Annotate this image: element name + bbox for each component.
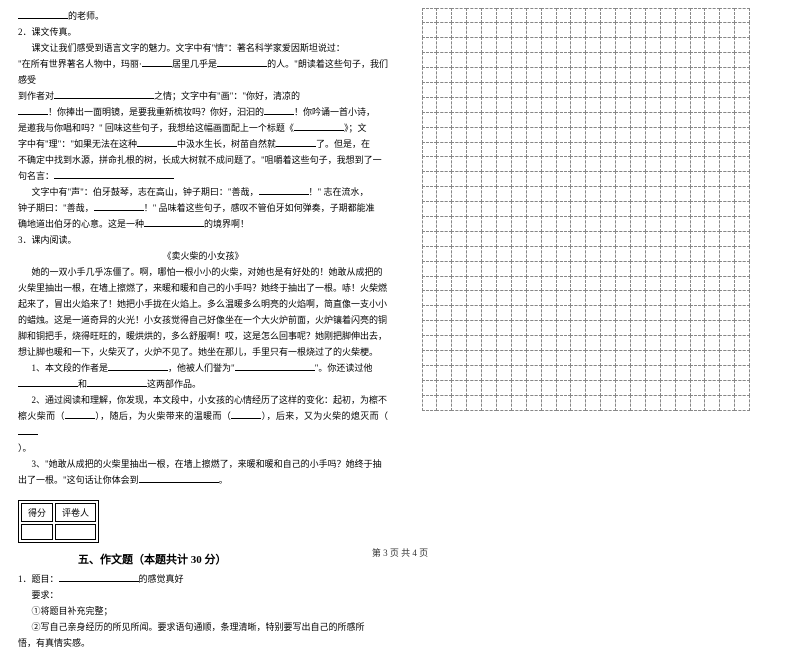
q2-l5: 是邀我与你唱和吗？" 回味这些句子，我想给这幅画面配上一个标题《》；文 xyxy=(18,120,388,136)
right-column xyxy=(400,8,782,545)
q3-p5: 脚和铜把手，烧得旺旺的，暖烘烘的，多么舒服啊！哎，这是怎么回事呢？她刚把脚伸出去… xyxy=(18,328,388,344)
q2-l2: "在所有世界著名人物中，玛丽·居里几乎是的人。"朗读着这些句子，我们感受 xyxy=(18,56,388,88)
q2-l3: 到作者对之情；文字中有"画"："你好，清凉的 xyxy=(18,88,388,104)
q3-q2a: 2、通过阅读和理解，你发现，本文段中，小女孩的心情经历了这样的变化：起初，为檫不 xyxy=(18,392,388,408)
score-table: 得分评卷人 xyxy=(18,500,99,543)
q3-p4: 的蜡烛。这是一道奇异的火光！小女孩觉得自己好像坐在一个大火炉前面，火炉镶着闪亮的… xyxy=(18,312,388,328)
q3-title: 《卖火柴的小女孩》 xyxy=(18,248,388,264)
q3-p1: 她的一双小手几乎冻僵了。啊，哪怕一根小小的火柴，对她也是有好处的！她敢从成把的 xyxy=(18,264,388,280)
p1: 的老师。 xyxy=(18,8,388,24)
q2-l11: 确地道出伯牙的心意。这是一种的境界啊！ xyxy=(18,216,388,232)
left-column: 的老师。 2．课文传真。 课文让我们感受到语言文字的魅力。文字中有"情"：著名科… xyxy=(18,8,400,545)
score-label: 得分 xyxy=(21,503,53,522)
q3-q2e: ）。 xyxy=(18,440,388,456)
q3-q1: 1、本文段的作者是，他被人们誉为""。你还读过他 xyxy=(18,360,388,376)
q2-l7: 不确定中找到水源，拼命扎根的树，长成大树就不成问题了。"咀嚼着这些句子，我想到了… xyxy=(18,152,388,168)
essay-q1: 1．题目：的感觉真好 xyxy=(18,571,388,587)
q3-p2: 火柴里抽出一根，在墙上擦燃了，来暖和暖和自己的小手吗？她终于抽出了一根。哧！火柴… xyxy=(18,280,388,296)
q2-l1: 课文让我们感受到语言文字的魅力。文字中有"情"：著名科学家爱因斯坦说过： xyxy=(18,40,388,56)
essay-r1: ①将题目补充完整； xyxy=(18,603,388,619)
q3-q3a: 3、"她敢从成把的火柴里抽出一根，在墙上擦燃了，来暖和暖和自己的小手吗？她终于抽 xyxy=(18,456,388,472)
q2-l9: 文字中有"声"：伯牙鼓琴，志在高山，钟子期曰："善哉，！" 志在流水， xyxy=(18,184,388,200)
q3-q1b: 和这两部作品。 xyxy=(18,376,388,392)
q2-l6: 字中有"理"："如果无法在这种中汲水生长，树苗自然就了。但是，在 xyxy=(18,136,388,152)
essay-r3: 悟，有真情实感。 xyxy=(18,635,388,651)
q2-l4: ！你捧出一面明镜，是要我重新梳妆吗？你好，汩汩的！你吟诵一首小诗， xyxy=(18,104,388,120)
essay-r2: ②写自己亲身经历的所见所闻。要求语句通顺，条理清晰，特别要写出自己的所感所 xyxy=(18,619,388,635)
q3-label: 3．课内阅读。 xyxy=(18,232,388,248)
essay-req: 要求： xyxy=(18,587,388,603)
page-footer: 第 3 页 共 4 页 xyxy=(0,546,800,559)
q2-l10: 钟子期曰："善哉，！" 品味着这些句子，感叹不管伯牙如何弹奏，子期都能准 xyxy=(18,200,388,216)
grader-label: 评卷人 xyxy=(55,503,96,522)
writing-grid xyxy=(422,8,772,410)
q3-p3: 起来了，冒出火焰来了！她把小手拢在火焰上。多么温暖多么明亮的火焰啊，简直像一支小… xyxy=(18,296,388,312)
q3-p6: 想让脚也暖和一下，火柴灭了，火炉不见了。她坐在那儿，手里只有一根烧过了的火柴梗。 xyxy=(18,344,388,360)
q2-label: 2．课文传真。 xyxy=(18,24,388,40)
q3-q3b: 出了一根。"这句话让你体会到。 xyxy=(18,472,388,488)
q2-l8: 句名言： xyxy=(18,168,388,184)
q3-q2b: 檫火柴而（），随后，为火柴带来的温暖而（），后来，又为火柴的熄灭而（ xyxy=(18,408,388,440)
